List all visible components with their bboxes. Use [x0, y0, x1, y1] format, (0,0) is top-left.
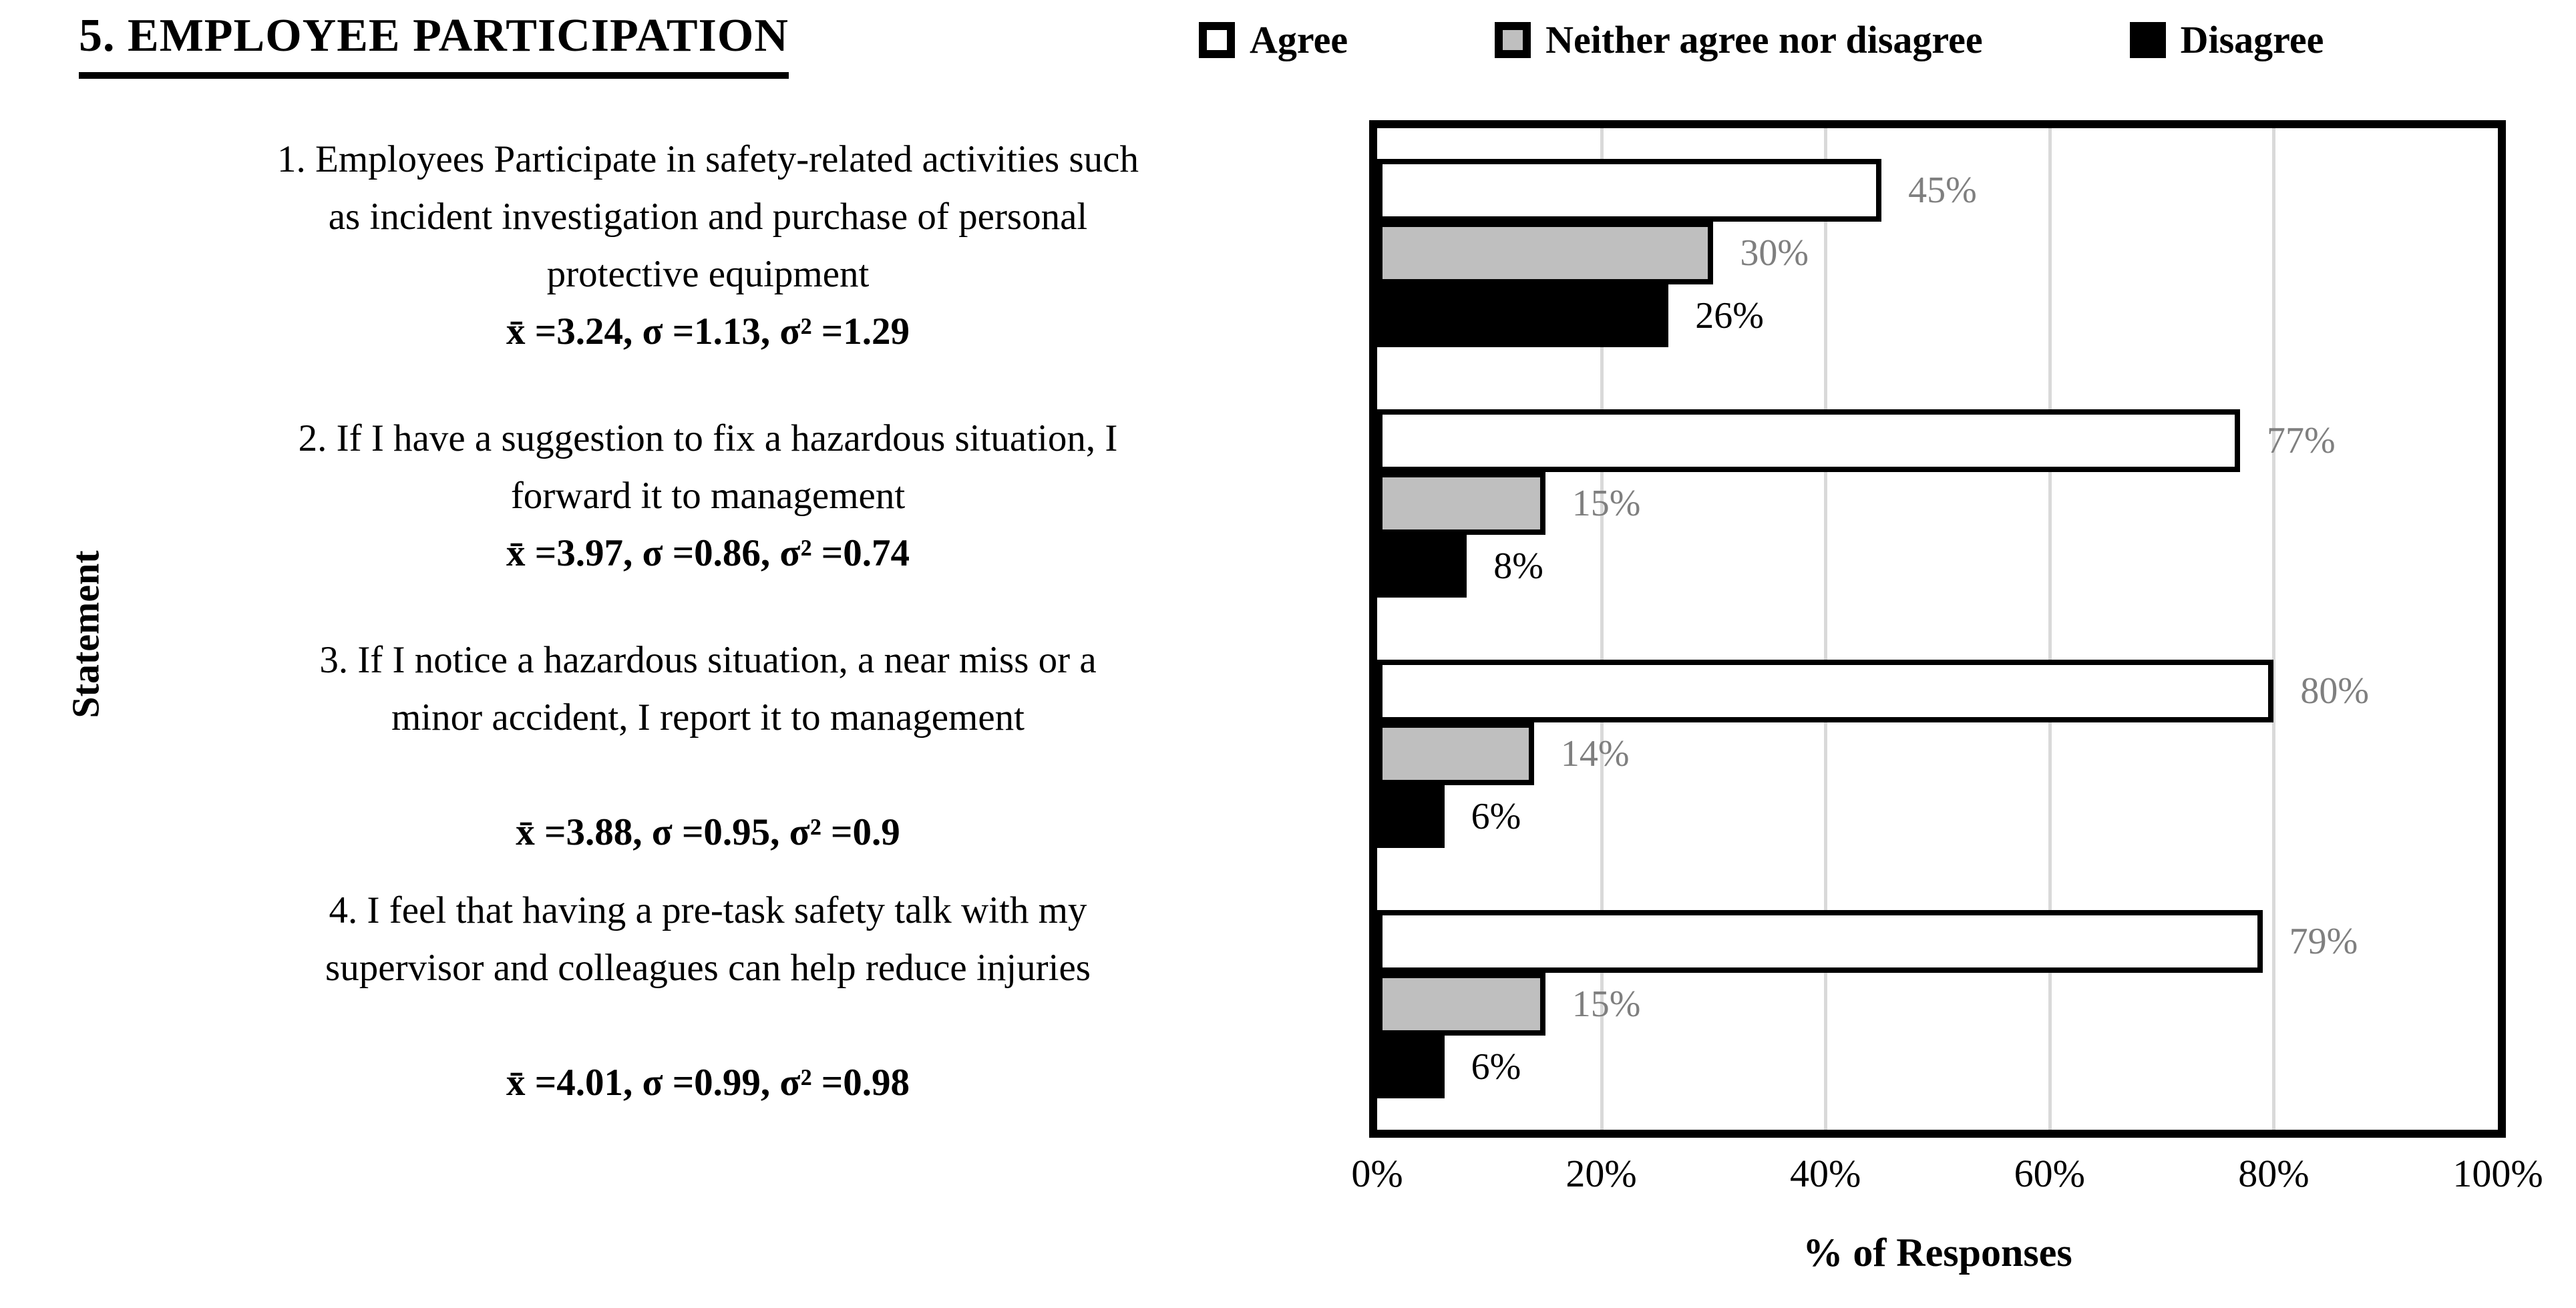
bar-row: 26% [1377, 284, 2498, 347]
statement-line: as incident investigation and purchase o… [328, 195, 1088, 238]
statement-stats: x̄ =3.88, σ =0.95, σ² =0.9 [516, 811, 900, 853]
bar-disagree-3 [1377, 785, 1445, 848]
bar-row: 45% [1377, 159, 2498, 222]
bar-neither-3 [1377, 722, 1534, 785]
plot-area: 45% 30% 26% 77% 15% 8% 80% 14% 6% 79% 15% 6% [1369, 120, 2506, 1138]
bar-row: 14% [1377, 722, 2498, 785]
legend-item-neither: Neither agree nor disagree [1495, 17, 1983, 62]
bar-neither-2 [1377, 472, 1545, 535]
legend: Agree Neither agree nor disagree Disagre… [1199, 17, 2324, 62]
x-axis-ticks: 0% 20% 40% 60% 80% 100% [1351, 1151, 2543, 1205]
bar-disagree-4 [1377, 1036, 1445, 1098]
legend-label-disagree: Disagree [2180, 18, 2324, 61]
bar-row: 30% [1377, 222, 2498, 284]
data-label-agree-4: 79% [2289, 921, 2358, 962]
legend-swatch-agree-icon [1199, 21, 1235, 58]
bar-disagree-1 [1377, 284, 1669, 347]
statement-stats: x̄ =3.97, σ =0.86, σ² =0.74 [506, 531, 910, 574]
data-label-disagree-1: 26% [1695, 295, 1764, 337]
figure-title: 5. EMPLOYEE PARTICIPATION [79, 9, 789, 79]
category-labels: 1. Employees Participate in safety-relat… [53, 120, 1362, 1122]
bar-row: 8% [1377, 535, 2498, 598]
bar-agree-1 [1377, 159, 1882, 222]
data-label-agree-1: 45% [1908, 170, 1977, 211]
bar-neither-1 [1377, 222, 1714, 284]
data-label-disagree-4: 6% [1471, 1046, 1521, 1088]
bar-row: 79% [1377, 910, 2498, 973]
x-tick: 0% [1351, 1152, 1403, 1195]
x-tick: 100% [2452, 1152, 2543, 1195]
bar-neither-4 [1377, 973, 1545, 1036]
x-tick: 40% [1790, 1152, 1861, 1195]
gridline-40 [1824, 128, 1828, 1130]
legend-swatch-neither-icon [1495, 21, 1531, 58]
data-label-neither-3: 14% [1560, 733, 1630, 775]
x-tick: 20% [1566, 1152, 1637, 1195]
x-tick: 60% [2014, 1152, 2085, 1195]
statement-line: forward it to management [510, 474, 906, 517]
bar-row: 77% [1377, 409, 2498, 472]
statement-line: 3. If I notice a hazardous situation, a … [319, 638, 1097, 681]
data-label-agree-3: 80% [2300, 670, 2370, 712]
bar-agree-4 [1377, 910, 2263, 973]
bar-row: 80% [1377, 660, 2498, 722]
statement-stats: x̄ =3.24, σ =1.13, σ² =1.29 [506, 310, 910, 353]
legend-item-disagree: Disagree [2129, 17, 2324, 62]
data-label-neither-2: 15% [1572, 483, 1641, 524]
gridline-80 [2272, 128, 2276, 1130]
bar-agree-3 [1377, 660, 2274, 722]
data-label-disagree-3: 6% [1471, 796, 1521, 837]
statement-4: 4. I feel that having a pre-task safety … [53, 871, 1362, 1122]
gridline-60 [2048, 128, 2052, 1130]
statement-line: 4. I feel that having a pre-task safety … [329, 889, 1087, 931]
bar-disagree-2 [1377, 535, 1467, 598]
statement-line: protective equipment [546, 252, 870, 295]
data-label-neither-1: 30% [1740, 232, 1809, 274]
statement-line: 2. If I have a suggestion to fix a hazar… [298, 417, 1118, 459]
legend-label-agree: Agree [1250, 18, 1348, 61]
data-label-agree-2: 77% [2267, 420, 2336, 461]
bar-row: 6% [1377, 785, 2498, 848]
statement-line: minor accident, I report it to managemen… [391, 696, 1025, 738]
statement-2: 2. If I have a suggestion to fix a hazar… [53, 371, 1362, 621]
legend-item-agree: Agree [1199, 17, 1348, 62]
statement-1: 1. Employees Participate in safety-relat… [53, 120, 1362, 371]
statement-stats: x̄ =4.01, σ =0.99, σ² =0.98 [506, 1061, 910, 1104]
x-tick: 80% [2238, 1152, 2310, 1195]
bar-agree-2 [1377, 409, 2241, 472]
bar-group-1: 45% 30% 26% [1377, 128, 2498, 379]
bar-row: 15% [1377, 973, 2498, 1036]
statement-3: 3. If I notice a hazardous situation, a … [53, 621, 1362, 871]
gridline-20 [1600, 128, 1604, 1130]
data-label-neither-4: 15% [1572, 984, 1641, 1025]
bar-group-4: 79% 15% 6% [1377, 879, 2498, 1130]
legend-swatch-disagree-icon [2129, 21, 2166, 58]
data-label-disagree-2: 8% [1493, 546, 1543, 587]
statement-line: 1. Employees Participate in safety-relat… [277, 138, 1139, 180]
bar-row: 6% [1377, 1036, 2498, 1098]
legend-label-neither: Neither agree nor disagree [1545, 18, 1983, 61]
bar-group-2: 77% 15% 8% [1377, 379, 2498, 629]
statement-line: supervisor and colleagues can help reduc… [325, 946, 1091, 989]
bar-row: 15% [1377, 472, 2498, 535]
x-axis-title: % of Responses [1803, 1231, 2072, 1275]
bar-group-3: 80% 14% 6% [1377, 629, 2498, 879]
